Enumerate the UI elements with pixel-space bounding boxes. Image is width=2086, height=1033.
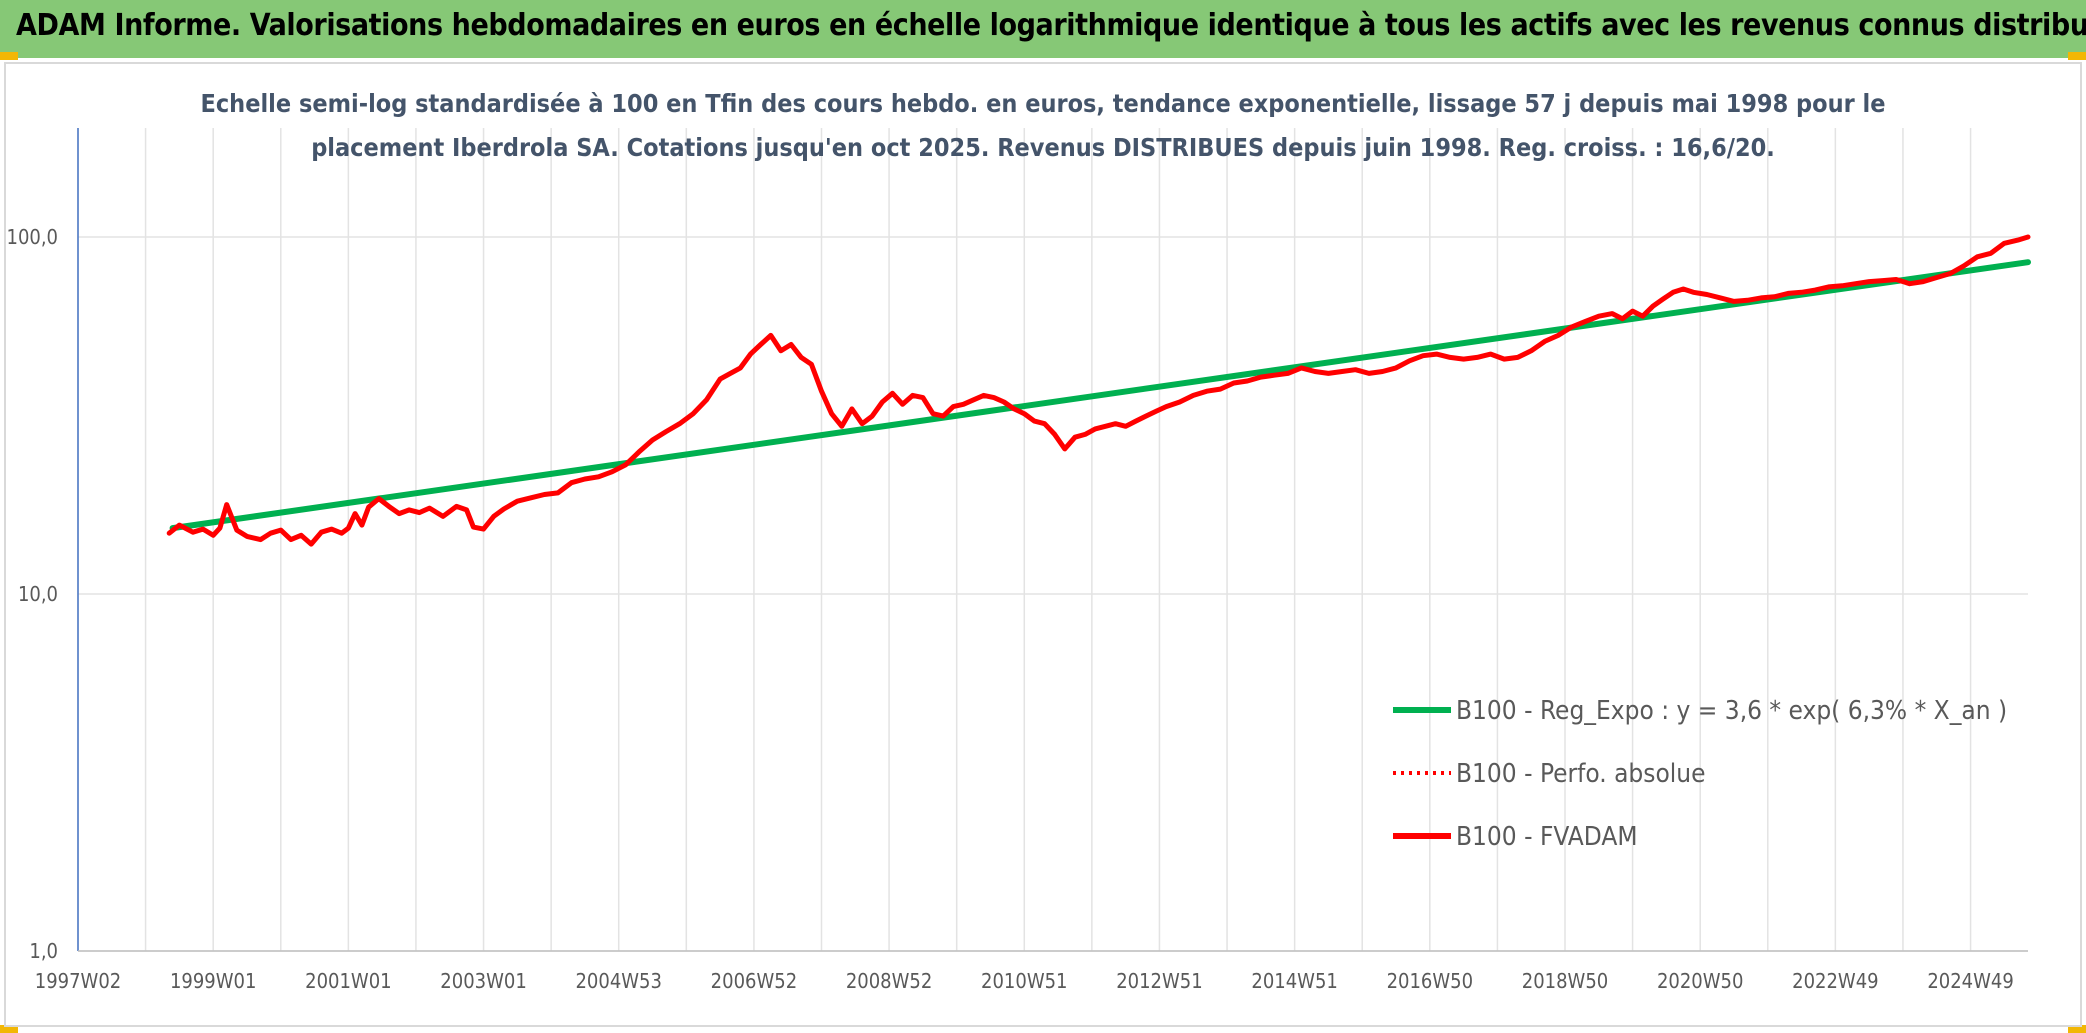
chart-frame [4,62,2082,1027]
y-tick-label: 10,0 [18,582,58,606]
corner-marker-top-left [0,52,18,60]
x-tick-label: 2010W51 [981,969,1067,993]
x-tick-label: 2020W50 [1657,969,1743,993]
x-tick-label: 2016W50 [1387,969,1473,993]
legend-label-0: B100 - Reg_Expo : y = 3,6 * exp( 6,3% * … [1456,696,2007,726]
series-layer [166,234,2031,547]
legend-label-1: B100 - Perfo. absolue [1456,759,1706,789]
legend-label-2: B100 - FVADAM [1456,822,1638,852]
legend: B100 - Reg_Expo : y = 3,6 * exp( 6,3% * … [1393,696,2007,852]
x-tick-label: 2012W51 [1116,969,1202,993]
y-tick-label: 100,0 [7,225,59,249]
corner-marker-bottom-left [0,1025,18,1033]
x-tick-label: 1999W01 [170,969,256,993]
chart-title-line-2: placement Iberdrola SA. Cotations jusqu'… [311,133,1775,162]
x-tick-label: 1997W02 [35,969,121,993]
header-bar: ADAM Informe. Valorisations hebdomadaire… [0,0,2086,58]
header-title: ADAM Informe. Valorisations hebdomadaire… [16,8,2086,43]
x-tick-label: 2022W49 [1792,969,1878,993]
x-tick-label: 2003W01 [440,969,526,993]
grid-layer [77,128,2028,952]
x-tick-label: 2001W01 [305,969,391,993]
axis-layer: 1,0 10,0 100,0 1997W02 1999W01 2001W01 2003W01… [7,128,2028,993]
chart-title-line-1: Echelle semi-log standardisée à 100 en T… [200,89,1886,118]
series-line-2 [166,234,2031,547]
x-tick-label: 2014W51 [1251,969,1337,993]
x-tick-label: 2008W52 [846,969,932,993]
series-line-0 [169,259,2031,532]
x-tick-label: 2004W53 [575,969,661,993]
x-tick-label: 2018W50 [1522,969,1608,993]
corner-marker-bottom-right [2068,1025,2086,1033]
x-tick-label: 2024W49 [1927,969,2013,993]
y-tick-label: 1,0 [29,939,58,963]
corner-marker-top-right [2068,52,2086,60]
x-tick-label: 2006W52 [711,969,797,993]
